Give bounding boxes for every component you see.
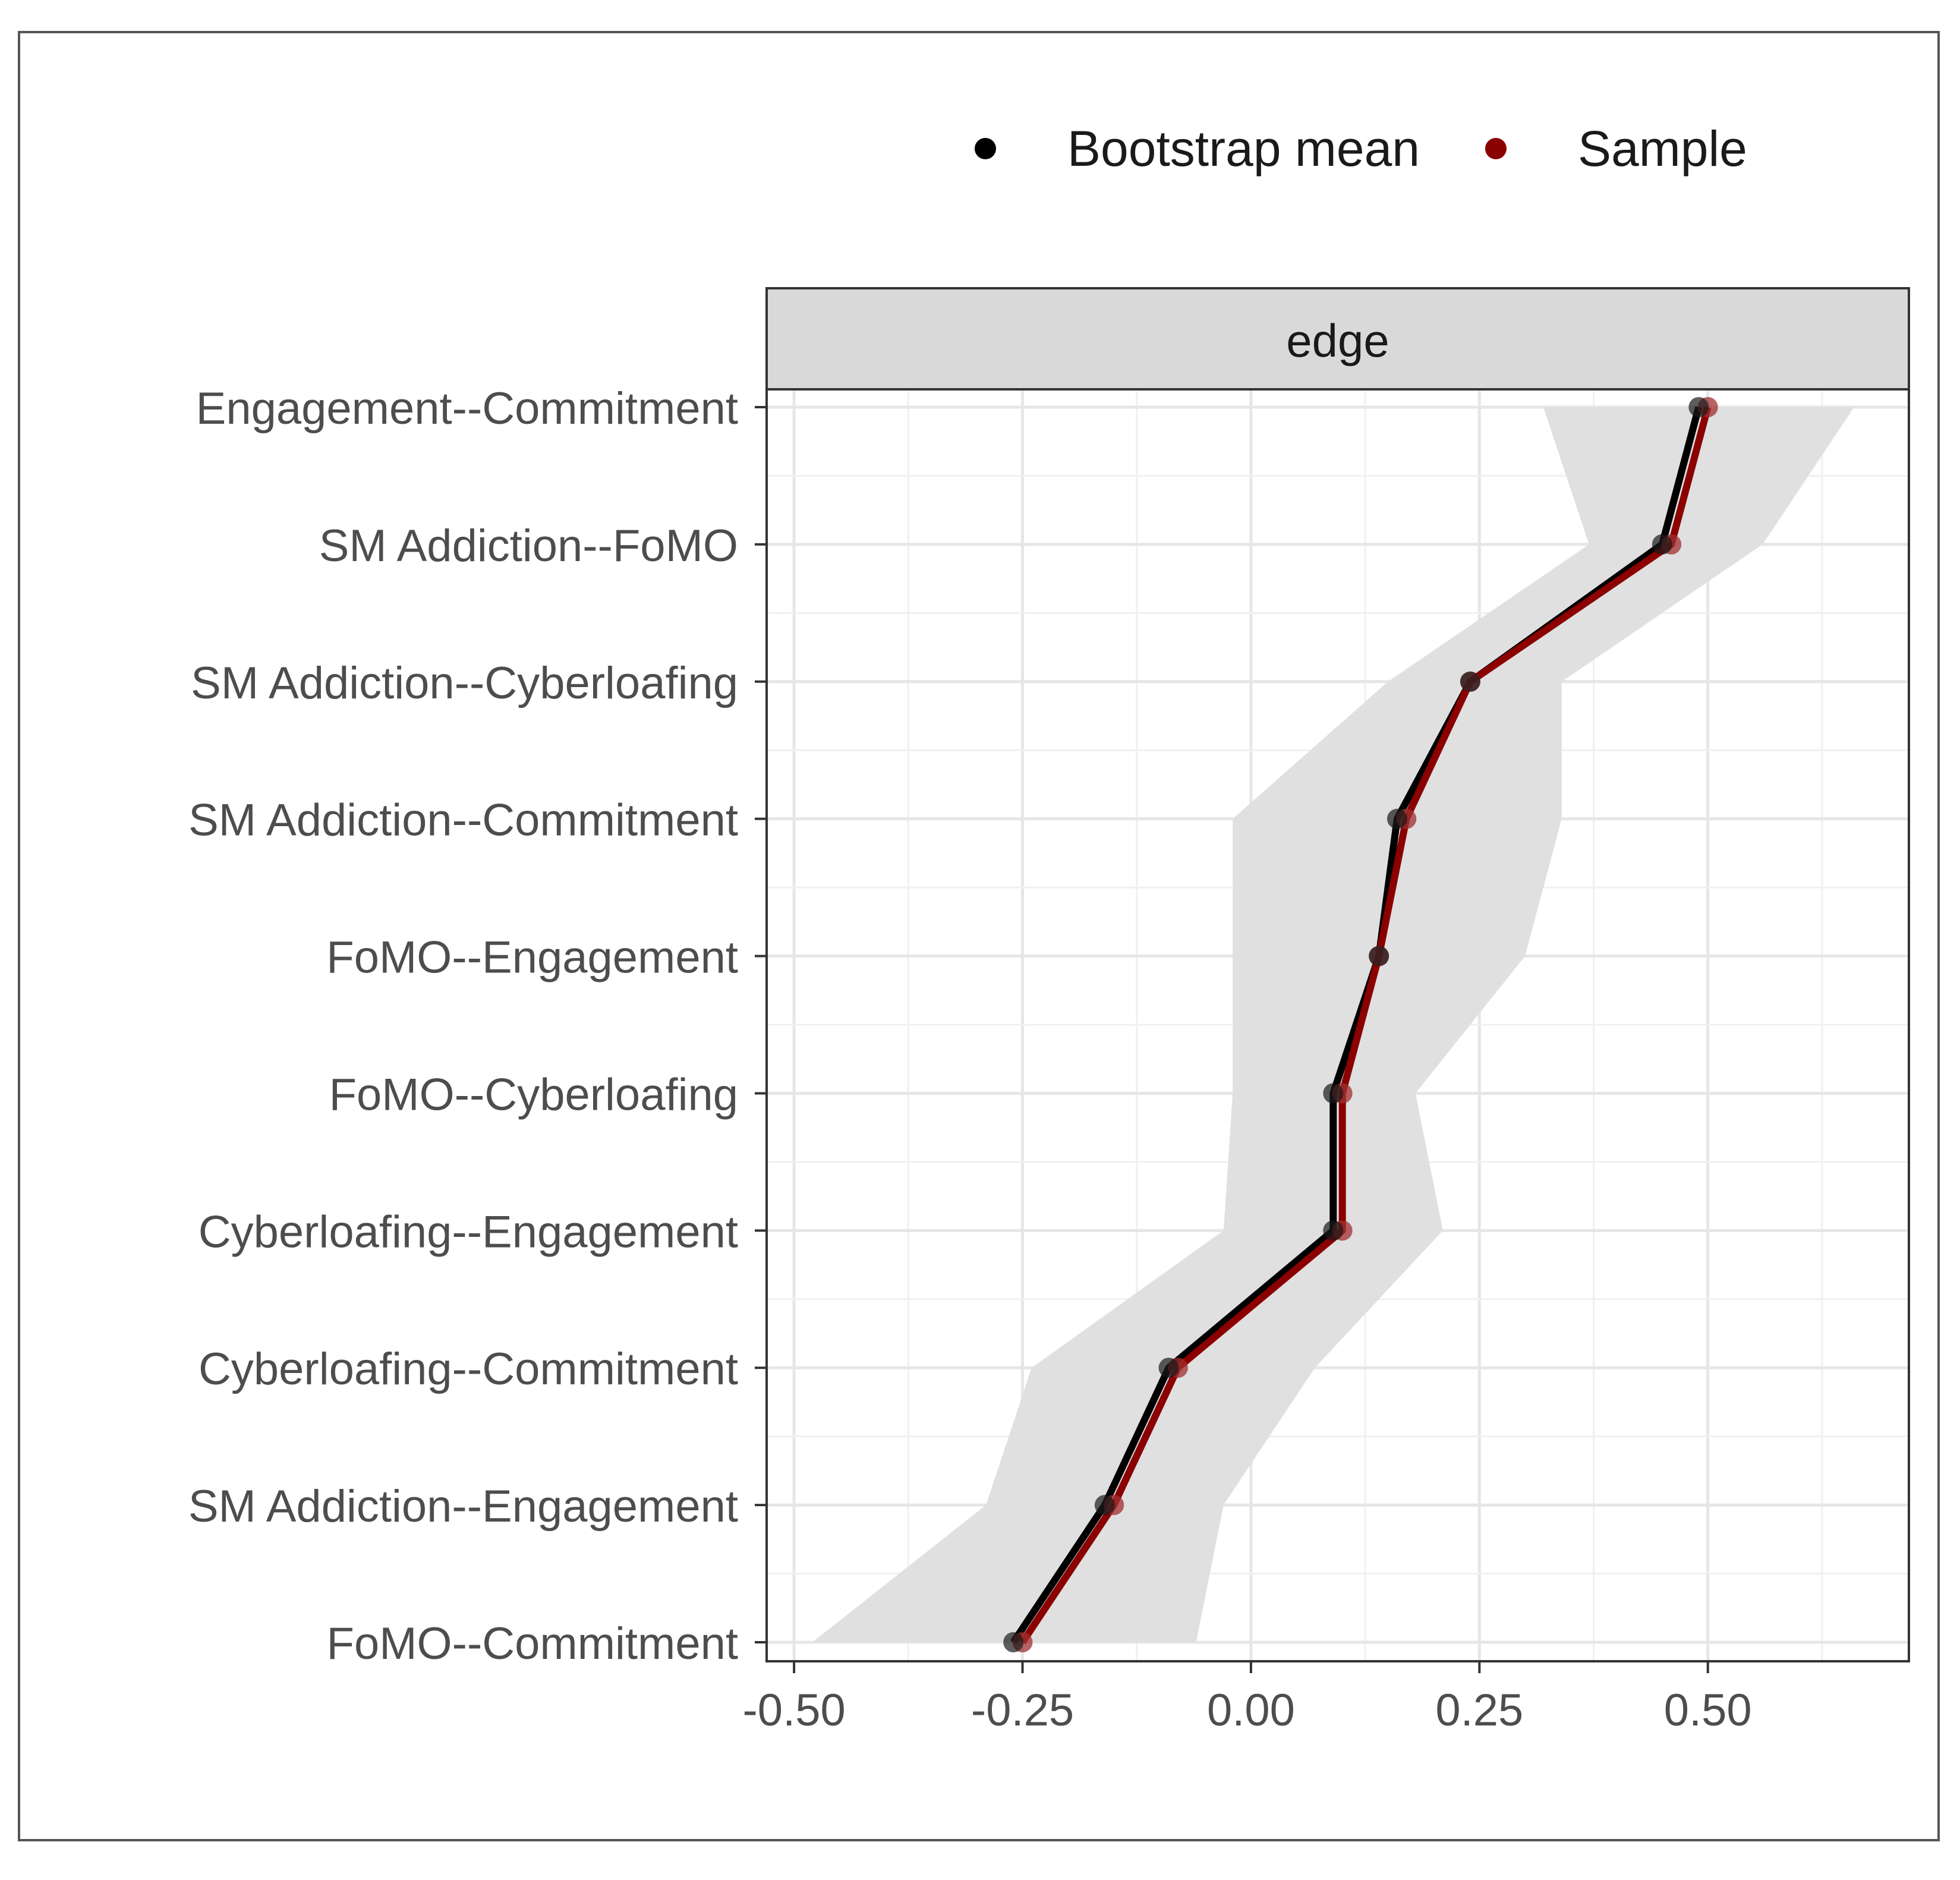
y-tick-label: FoMO--Commitment: [327, 1618, 738, 1669]
y-tick-label: FoMO--Cyberloafing: [329, 1069, 738, 1120]
y-tick-label: Engagement--Commitment: [196, 383, 738, 434]
y-tick-label: SM Addiction--Cyberloafing: [191, 658, 738, 708]
legend-dot-bootstrap-mean: [975, 138, 996, 159]
bootstrap-point: [1323, 1083, 1344, 1104]
plot-panel-border: [765, 388, 1910, 1662]
bootstrap-point: [1323, 1220, 1344, 1241]
y-tick-label: Cyberloafing--Engagement: [198, 1207, 738, 1257]
bootstrap-point: [1369, 946, 1389, 966]
bootstrap-point: [1652, 534, 1672, 555]
bootstrap-point: [1003, 1632, 1024, 1652]
bootstrap-point: [1460, 671, 1480, 692]
data-points: [1003, 397, 1718, 1652]
facet-strip: [765, 287, 1910, 391]
legend-label-sample: Sample: [1578, 120, 1747, 177]
y-tick-label: SM Addiction--FoMO: [319, 521, 738, 571]
bootstrap-point: [1387, 808, 1407, 829]
bootstrap-point: [1688, 397, 1709, 417]
x-tick-label: 0.25: [1435, 1685, 1523, 1736]
y-tick-label: SM Addiction--Engagement: [188, 1481, 738, 1532]
legend-item-sample: Sample: [1485, 120, 1747, 178]
x-tick-label: -0.50: [743, 1685, 846, 1736]
facet-strip-label: edge: [1286, 314, 1389, 367]
y-axis: Engagement--Commitment SM Addiction--FoMO…: [188, 383, 767, 1669]
x-tick-label: 0.00: [1207, 1685, 1295, 1736]
confidence-band: [812, 407, 1854, 1642]
x-tick-label: 0.50: [1664, 1685, 1752, 1736]
sample-line: [1019, 406, 1712, 1645]
y-tick-label: FoMO--Engagement: [326, 933, 738, 983]
legend-label-bootstrap-mean: Bootstrap mean: [1067, 120, 1420, 177]
legend-item-bootstrap-mean: Bootstrap mean: [975, 120, 1420, 178]
bootstrap-point: [1158, 1358, 1179, 1378]
x-axis: -0.50 -0.25 0.00 0.25 0.50: [743, 1661, 1752, 1736]
bootstrap-point: [1094, 1495, 1115, 1516]
y-tick-label: SM Addiction--Commitment: [188, 795, 738, 846]
legend-dot-sample: [1485, 138, 1507, 159]
grid-lines: [767, 389, 1909, 1661]
y-tick-label: Cyberloafing--Commitment: [198, 1344, 738, 1394]
x-tick-label: -0.25: [971, 1685, 1074, 1736]
legend: Bootstrap mean Sample: [975, 119, 1813, 178]
